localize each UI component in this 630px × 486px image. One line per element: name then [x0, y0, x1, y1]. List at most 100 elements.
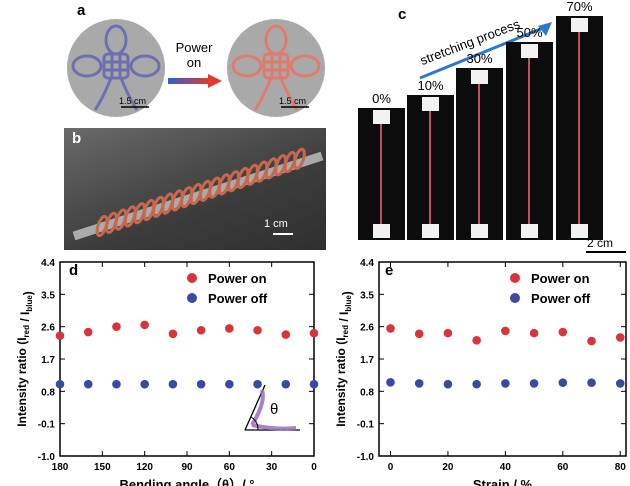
legend-marker [187, 293, 197, 303]
y-tick-label: 0.8 [360, 387, 374, 398]
bottom-clamp [521, 224, 538, 238]
data-point [587, 336, 596, 346]
x-tick-label: 0 [388, 462, 394, 473]
x-tick-label: 80 [615, 462, 627, 473]
data-point [501, 326, 510, 336]
coil-spring-icon [72, 147, 324, 241]
stretch-arrow [419, 22, 552, 80]
y-tick-label: 3.5 [360, 290, 374, 301]
strain-label: 10% [417, 78, 444, 93]
x-tick-label: 120 [136, 462, 153, 473]
x-tick-label: 150 [94, 462, 111, 473]
fiber [478, 84, 480, 224]
panel-b-label: b [72, 130, 82, 147]
legend-entry: Power on [208, 271, 267, 286]
data-point [196, 325, 206, 335]
y-tick-label: 1.7 [41, 355, 55, 366]
data-point [281, 379, 291, 389]
x-tick-label: 0 [311, 462, 317, 473]
strain-photo [358, 108, 405, 240]
bottom-clamp [471, 224, 488, 238]
strain-photo [556, 16, 603, 240]
x-tick-label: 180 [52, 462, 69, 473]
data-point [443, 328, 453, 338]
data-point [558, 327, 568, 337]
strain-photo [456, 68, 503, 240]
data-point [414, 379, 424, 388]
x-tick-label: 90 [181, 462, 193, 473]
power-label-line2: on [186, 55, 202, 70]
knot-photo-on [227, 19, 325, 117]
bottom-clamp [373, 224, 390, 238]
data-point [529, 328, 539, 338]
data-point [140, 320, 149, 330]
x-tick-label: 60 [224, 462, 236, 473]
panel-e-label: e [385, 262, 394, 279]
fiber [528, 58, 530, 224]
data-point [386, 378, 395, 387]
data-point [309, 328, 319, 338]
strain-label: 30% [466, 51, 493, 66]
legend-marker [510, 273, 520, 283]
data-point [225, 379, 234, 389]
y-axis-label: Intensity ratio (Ired / Iblue) [334, 291, 354, 427]
x-axis-label: Strain / % [473, 477, 533, 486]
x-tick-label: 60 [557, 462, 569, 473]
top-clamp [521, 44, 538, 58]
data-point [196, 379, 206, 389]
data-point [443, 379, 453, 389]
y-tick-label: -1.0 [357, 452, 375, 463]
bottom-clamp [571, 224, 588, 238]
x-axis-label: Bending angle（θ）/ ° [119, 477, 254, 486]
inset-theta-label: θ [270, 401, 278, 418]
chart-e: 4.4 3.5 2.6 1.7 0.8 -0.1 -1.0 0 20 40 60 80 Strain /… [334, 258, 627, 486]
data-point [112, 322, 121, 331]
y-tick-label: 3.5 [41, 290, 55, 301]
x-tick-label: 30 [266, 462, 278, 473]
data-point [309, 379, 319, 389]
data-point [281, 330, 291, 339]
data-point [472, 379, 481, 389]
fiber [429, 111, 431, 224]
data-point [529, 379, 539, 388]
strain-photo [506, 42, 553, 240]
top-clamp [373, 110, 390, 124]
knot-photo-off [67, 19, 165, 117]
data-point [83, 327, 93, 337]
y-tick-label: -0.1 [357, 420, 375, 431]
x-tick-label: 20 [442, 462, 454, 473]
strain-label: 50% [516, 25, 543, 40]
y-tick-label: 1.7 [360, 355, 374, 366]
top-clamp [571, 18, 588, 32]
data-point [168, 379, 178, 389]
panel-c-label: c [398, 6, 407, 23]
data-point [225, 324, 234, 333]
bottom-clamp [422, 224, 439, 238]
data-point [615, 333, 625, 342]
legend-marker [187, 273, 197, 283]
data-point [472, 336, 481, 345]
arrow-head-icon [538, 22, 552, 36]
y-tick-label: -1.0 [38, 452, 56, 463]
bending-inset-icon [244, 384, 300, 431]
data-point [140, 379, 149, 389]
y-tick-label: -0.1 [38, 420, 56, 431]
knot-icon [231, 24, 321, 111]
coil-photo: 1 cm [64, 128, 326, 250]
fiber [380, 124, 382, 224]
y-tick-label: 2.6 [41, 323, 55, 334]
panel-d-label: d [69, 262, 79, 279]
y-tick-label: 2.6 [360, 323, 374, 334]
legend-entry: Power off [531, 291, 591, 306]
arrow-right-icon [168, 74, 222, 88]
legend-entry: Power off [208, 291, 268, 306]
coil-ring [292, 147, 306, 170]
strain-label: 0% [372, 91, 391, 106]
y-tick-label: 0.8 [41, 387, 55, 398]
data-point [615, 379, 625, 388]
scale-label-b: 1 cm [264, 218, 288, 230]
knot-icon [71, 24, 161, 111]
top-clamp [422, 97, 439, 111]
power-label-line1: Power [175, 40, 213, 55]
data-point [112, 379, 121, 389]
